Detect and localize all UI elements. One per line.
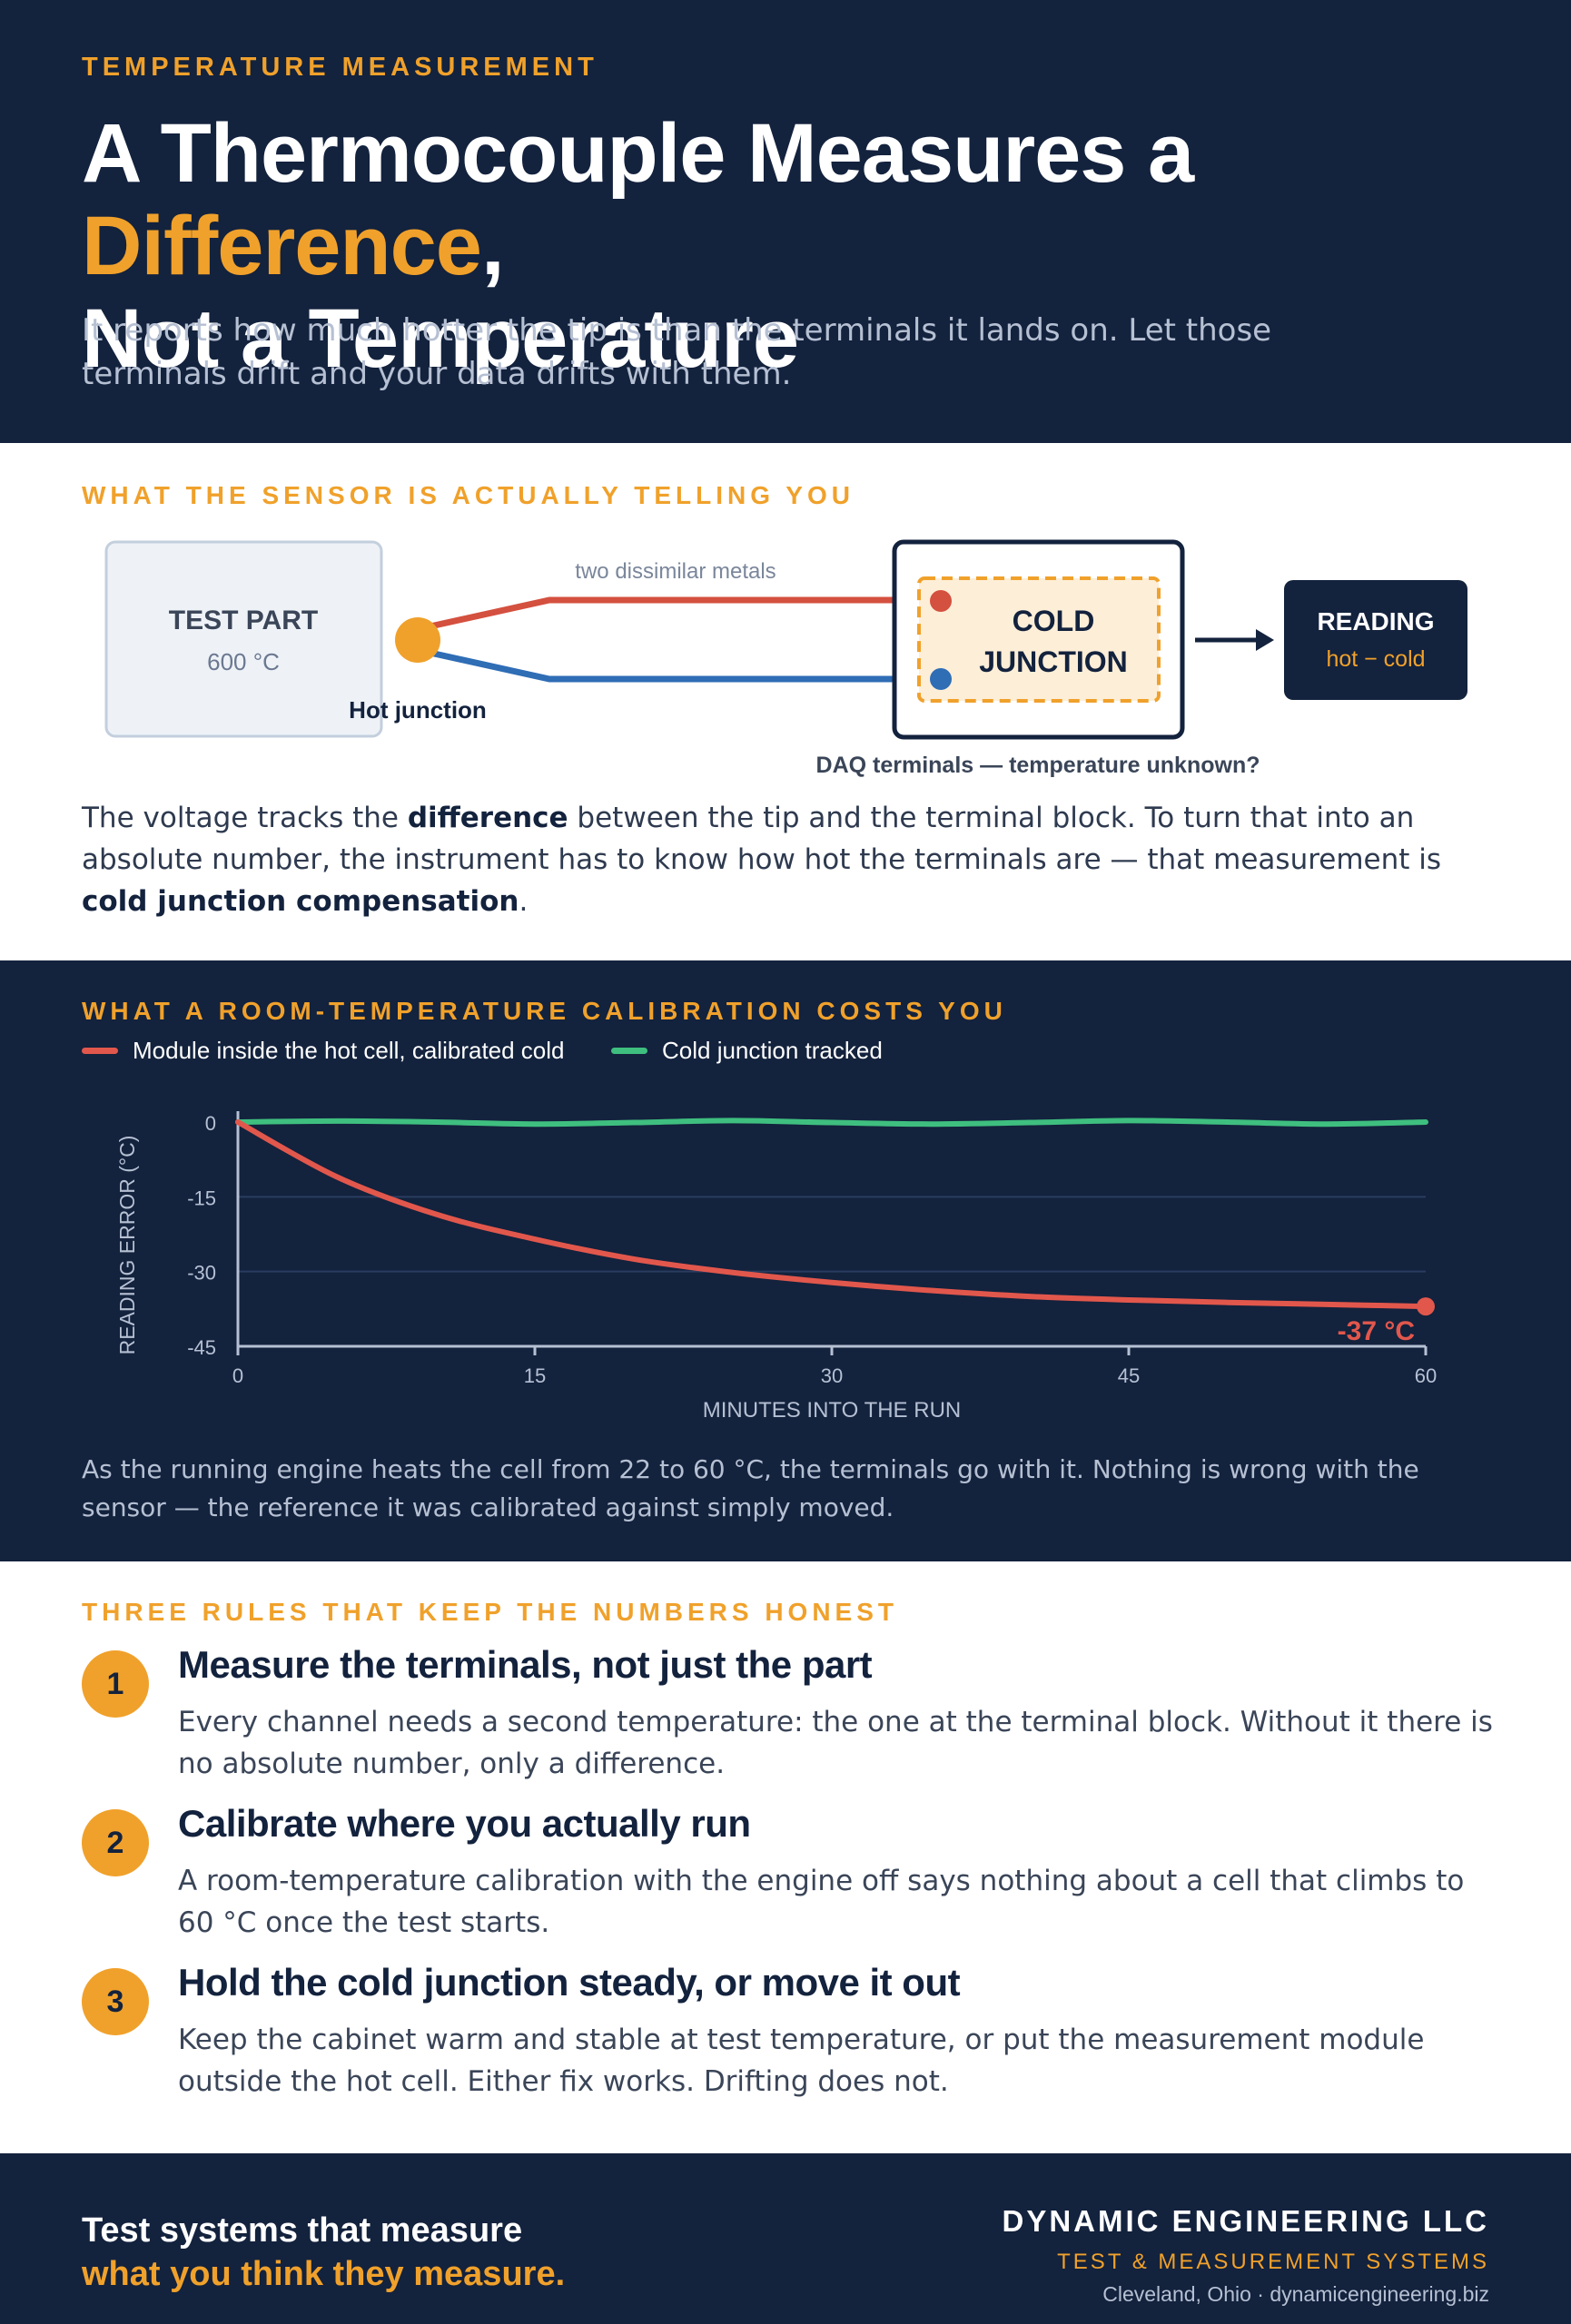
end-value-annotation: -37 °C bbox=[1338, 1316, 1415, 1346]
legend-label-red: Module inside the hot cell, calibrated c… bbox=[133, 1037, 565, 1064]
rule-number-badge: 1 bbox=[82, 1650, 149, 1718]
test-part-label: TEST PART bbox=[169, 606, 318, 635]
rule-number-badge: 3 bbox=[82, 1968, 149, 2035]
body-text-1: The voltage tracks the bbox=[82, 802, 408, 834]
series-line-tracked bbox=[235, 1118, 1428, 1128]
legend-swatch-red bbox=[82, 1048, 118, 1054]
header-banner: TEMPERATURE MEASUREMENT A Thermocouple M… bbox=[0, 0, 1571, 443]
body-text-2: between the tip and the terminal block. … bbox=[82, 802, 1442, 876]
company-location: Cleveland, Ohio · dynamicengineering.biz bbox=[1102, 2282, 1489, 2306]
rule-text: A room-temperature calibration with the … bbox=[178, 1865, 1465, 1939]
daq-terminals-label: DAQ terminals — temperature unknown? bbox=[816, 753, 1260, 778]
rule-title: Hold the cold junction steady, or move i… bbox=[178, 1961, 961, 2004]
title-suffix: , bbox=[480, 200, 505, 292]
x-tick-label: 60 bbox=[1415, 1364, 1437, 1387]
calibration-section-kicker: WHAT A ROOM-TEMPERATURE CALIBRATION COST… bbox=[82, 997, 1007, 1025]
arrow-right-icon bbox=[1256, 629, 1274, 651]
wire-blue bbox=[417, 646, 894, 683]
title-highlight: Difference bbox=[82, 200, 482, 292]
sensor-section: WHAT THE SENSOR IS ACTUALLY TELLING YOU … bbox=[0, 443, 1571, 960]
y-tick-label: 0 bbox=[205, 1112, 216, 1135]
calibration-section: WHAT A ROOM-TEMPERATURE CALIBRATION COST… bbox=[0, 960, 1571, 1561]
test-part-temp: 600 °C bbox=[207, 648, 280, 675]
y-tick-label: -30 bbox=[187, 1262, 216, 1285]
y-tick-label: -15 bbox=[187, 1187, 216, 1209]
legend-label-green: Cold junction tracked bbox=[662, 1037, 883, 1064]
title-line-2: Not a Temperature bbox=[82, 292, 799, 385]
x-tick-label: 30 bbox=[821, 1364, 843, 1387]
title-prefix: A Thermocouple Measures a bbox=[82, 107, 1194, 200]
legend-item-green: Cold junction tracked bbox=[611, 1037, 883, 1065]
legend-item-red: Module inside the hot cell, calibrated c… bbox=[82, 1037, 565, 1065]
terminal-red-dot bbox=[930, 590, 952, 612]
reading-formula: hot − cold bbox=[1326, 646, 1425, 672]
hot-junction-label: Hot junction bbox=[349, 696, 487, 724]
cold-junction-label-2: JUNCTION bbox=[979, 645, 1128, 678]
reading-box bbox=[1284, 580, 1467, 700]
rules-section: THREE RULES THAT KEEP THE NUMBERS HONEST… bbox=[0, 1561, 1571, 2153]
thermocouple-diagram: TEST PART 600 °C Hot junction two dissim… bbox=[104, 539, 1467, 778]
y-tick-label: -45 bbox=[187, 1336, 216, 1359]
company-name: DYNAMIC ENGINEERING LLC bbox=[1002, 2204, 1489, 2238]
rule-number-badge: 2 bbox=[82, 1809, 149, 1876]
rule-text: Every channel needs a second temperature… bbox=[178, 1706, 1493, 1780]
hot-junction-dot bbox=[395, 617, 440, 663]
page-title: A Thermocouple Measures a Difference, No… bbox=[82, 107, 1535, 385]
body-bold-difference: difference bbox=[407, 802, 568, 834]
test-part-box bbox=[104, 540, 383, 738]
x-axis-label: MINUTES INTO THE RUN bbox=[703, 1398, 961, 1423]
series-end-point bbox=[1417, 1297, 1435, 1316]
rule-title: Measure the terminals, not just the part bbox=[178, 1643, 873, 1686]
x-tick-label: 15 bbox=[524, 1364, 546, 1387]
sensor-section-kicker: WHAT THE SENSOR IS ACTUALLY TELLING YOU bbox=[82, 481, 855, 509]
wire-red bbox=[417, 596, 894, 633]
rules-section-kicker: THREE RULES THAT KEEP THE NUMBERS HONEST bbox=[82, 1598, 899, 1626]
reading-label: READING bbox=[1317, 607, 1434, 635]
cold-junction-label-1: COLD bbox=[1013, 605, 1095, 637]
body-text-3: . bbox=[519, 885, 529, 918]
sensor-section-body: The voltage tracks the difference betwee… bbox=[82, 797, 1498, 922]
company-division: TEST & MEASUREMENT SYSTEMS bbox=[1057, 2250, 1489, 2274]
footer: Test systems that measure what you think… bbox=[0, 2153, 1571, 2324]
y-axis-label: READING ERROR (°C) bbox=[115, 1136, 139, 1355]
cold-junction-box bbox=[917, 576, 1161, 703]
terminal-blue-dot bbox=[930, 668, 952, 690]
page-subtitle: It reports how much hotter the tip is th… bbox=[82, 312, 1272, 392]
wire-label: two dissimilar metals bbox=[575, 559, 776, 584]
body-bold-cjc: cold junction compensation bbox=[82, 885, 519, 918]
series-line-uncompensated bbox=[235, 1119, 1428, 1310]
legend-swatch-green bbox=[611, 1048, 647, 1054]
rule-title: Calibrate where you actually run bbox=[178, 1802, 751, 1845]
header-kicker: TEMPERATURE MEASUREMENT bbox=[82, 53, 598, 82]
x-tick-label: 45 bbox=[1118, 1364, 1140, 1387]
x-tick-label: 0 bbox=[232, 1364, 243, 1387]
footer-tagline-line-2: what you think they measure. bbox=[82, 2255, 566, 2293]
error-chart: 0 -15 -30 -45 0 15 30 45 60 MINUTES INTO THE RUN R… bbox=[115, 1111, 1437, 1423]
rule-text: Keep the cabinet warm and stable at test… bbox=[178, 2024, 1425, 2098]
calibration-section-body: As the running engine heats the cell fro… bbox=[82, 1454, 1419, 1522]
footer-tagline-line-1: Test systems that measure bbox=[82, 2211, 523, 2250]
